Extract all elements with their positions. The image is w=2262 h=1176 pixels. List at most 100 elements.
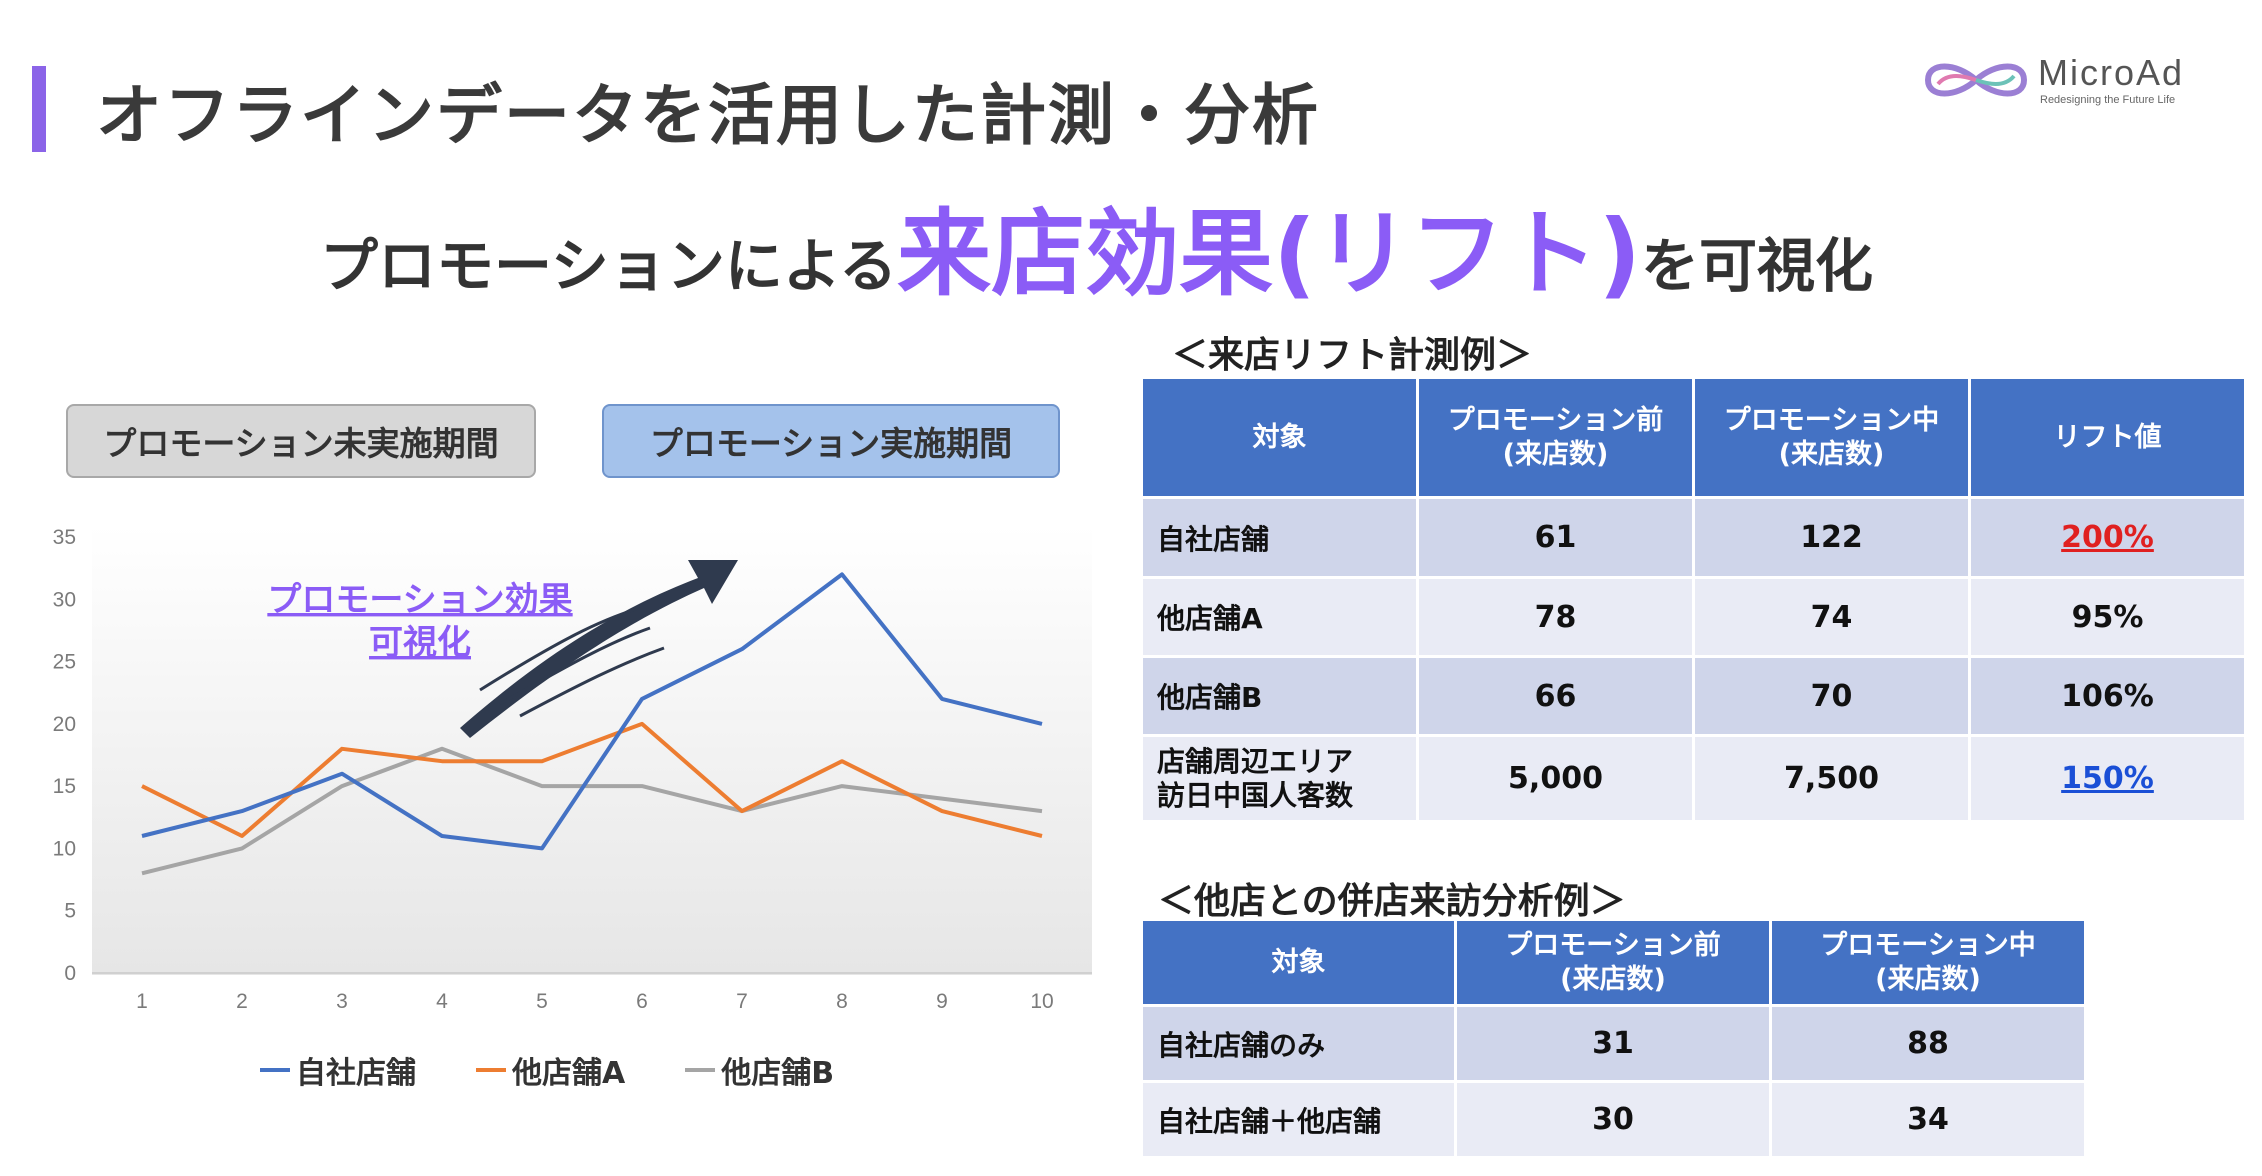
header-line: (来店数): [1778, 438, 1885, 470]
header-line: (来店数): [1502, 438, 1609, 470]
header-line: プロモーション中: [1820, 929, 2036, 961]
cross-header-before: プロモーション前 (来店数): [1454, 918, 1772, 1007]
title-accent-bar: [32, 66, 46, 152]
plot-background: [92, 525, 1092, 975]
legend-swatch-icon: [476, 1068, 506, 1072]
lift-value[interactable]: 200%: [2061, 520, 2154, 555]
table-row: 他店舗B 66 70 106%: [1140, 655, 2247, 737]
table-row: 他店舗A 78 74 95%: [1140, 576, 2247, 658]
cross-visit-table: 対象 プロモーション前 (来店数) プロモーション中 (来店数) 自社店舗のみ 31…: [1140, 918, 2087, 1159]
x-tick-label: 8: [836, 990, 848, 1013]
header-line: プロモーション中: [1723, 404, 1940, 436]
lift-value: 95%: [1968, 576, 2247, 658]
row-label-line: 訪日中国人客数: [1157, 778, 1354, 812]
row-label: 自社店舗＋他店舗: [1140, 1080, 1457, 1159]
before-value: 61: [1416, 496, 1695, 579]
promotion-effect-arrow-icon: [460, 560, 738, 738]
table-row: 自社店舗のみ 31 88: [1140, 1004, 2087, 1083]
headline-part1: プロモーションによる: [320, 232, 898, 300]
header-line: プロモーション前: [1447, 404, 1664, 436]
legend-label: 他店舗A: [512, 1056, 626, 1091]
y-tick-label: 10: [53, 837, 76, 860]
row-label: 他店舗B: [1140, 655, 1419, 737]
y-tick-label: 5: [64, 900, 76, 923]
x-tick-label: 9: [936, 990, 948, 1013]
chart-legend: 自社店舗 他店舗A 他店舗B: [260, 1048, 834, 1092]
page-title: オフラインデータを活用した計測・分析: [96, 77, 1320, 154]
logo-tagline: Redesigning the Future Life: [2040, 94, 2176, 106]
before-value: 66: [1416, 655, 1695, 737]
header-line: (来店数): [1560, 963, 1666, 995]
motion-line: [499, 626, 651, 706]
x-tick-label: 1: [136, 990, 148, 1013]
cross-table-title: ＜他店との併店来訪分析例＞: [1158, 881, 1626, 922]
series-line-3: [141, 746, 1043, 876]
period-before-box: プロモーション未実施期間: [66, 404, 536, 478]
during-value: 74: [1692, 576, 1971, 658]
lift-value: 106%: [1968, 655, 2247, 737]
motion-line: [519, 646, 665, 718]
y-tick-label: 0: [64, 962, 76, 985]
annotation-line1: プロモーション効果: [267, 580, 572, 620]
x-tick-label: 7: [736, 990, 748, 1013]
legend-swatch-icon: [260, 1068, 290, 1072]
header-line: (来店数): [1875, 963, 1981, 995]
logo-infinity-icon: [1924, 63, 2028, 97]
lift-table-title: ＜来店リフト計測例＞: [1172, 335, 1533, 376]
x-tick-label: 10: [1030, 990, 1053, 1013]
lift-value-link[interactable]: 150%: [1968, 734, 2247, 823]
before-value: 31: [1454, 1004, 1772, 1083]
table-row: 店舗周辺エリア 訪日中国人客数 5,000 7,500 150%: [1140, 734, 2247, 823]
legend-item-store-a: 他店舗A: [476, 1048, 625, 1092]
x-tick-label: 5: [536, 990, 548, 1013]
series-line-1: [141, 572, 1043, 851]
row-label: 他店舗A: [1140, 576, 1419, 658]
during-value: 122: [1692, 496, 1971, 579]
motion-line: [479, 606, 641, 692]
microad-logo: MicroAd Redesigning the Future Life: [1918, 50, 2218, 110]
row-label: 自社店舗のみ: [1140, 1004, 1457, 1083]
y-tick-label: 30: [53, 588, 76, 611]
x-tick-label: 2: [236, 990, 248, 1013]
lift-value-link[interactable]: 200%: [1968, 496, 2247, 579]
lift-header-before: プロモーション前 (来店数): [1416, 376, 1695, 499]
cross-header-target: 対象: [1140, 918, 1457, 1007]
row-label: 自社店舗: [1140, 496, 1419, 579]
during-value: 34: [1769, 1080, 2087, 1159]
legend-item-store-b: 他店舗B: [685, 1048, 834, 1092]
y-tick-label: 35: [53, 526, 76, 549]
lift-value[interactable]: 150%: [2061, 761, 2154, 796]
header-line: プロモーション前: [1505, 929, 1721, 961]
headline-highlight: 来店効果(リフト): [897, 200, 1642, 309]
x-tick-label: 4: [436, 990, 448, 1013]
line-chart: 0 5 10 15 20 25 30 35 1 2 3 4 5 6 7 8 9 10 プロモーション効果 可視化: [0, 500, 1120, 1080]
row-label: 店舗周辺エリア 訪日中国人客数: [1140, 734, 1419, 823]
row-label-line: 店舗周辺エリア: [1157, 744, 1354, 778]
line-chart-svg: 0 5 10 15 20 25 30 35 1 2 3 4 5 6 7 8 9 10 プロモーション効果 可視化: [53, 525, 1092, 1013]
during-value: 88: [1769, 1004, 2087, 1083]
y-tick-label: 20: [53, 713, 76, 736]
before-value: 78: [1416, 576, 1695, 658]
legend-label: 自社店舗: [296, 1056, 416, 1091]
legend-label: 他店舗B: [721, 1056, 835, 1091]
period-during-box: プロモーション実施期間: [602, 404, 1060, 478]
headline-part2: を可視化: [1641, 232, 1874, 300]
table-row: 自社店舗＋他店舗 30 34: [1140, 1080, 2087, 1159]
logo-name: MicroAd: [2038, 52, 2185, 93]
lift-header-during: プロモーション中 (来店数): [1692, 376, 1971, 499]
legend-item-own-store: 自社店舗: [260, 1048, 416, 1092]
legend-swatch-icon: [685, 1068, 716, 1072]
during-value: 7,500: [1692, 734, 1971, 823]
x-tick-label: 6: [636, 990, 648, 1013]
y-tick-label: 15: [53, 775, 76, 798]
table-row: 自社店舗 61 122 200%: [1140, 496, 2247, 579]
x-tick-label: 3: [336, 990, 348, 1013]
lift-header-lift: リフト値: [1968, 376, 2247, 499]
lift-table: 対象 プロモーション前 (来店数) プロモーション中 (来店数) リフト値 自社店舗…: [1140, 376, 2247, 823]
before-value: 5,000: [1416, 734, 1695, 823]
during-value: 70: [1692, 655, 1971, 737]
before-value: 30: [1454, 1080, 1772, 1159]
lift-header-target: 対象: [1140, 376, 1419, 499]
cross-header-during: プロモーション中 (来店数): [1769, 918, 2087, 1007]
y-tick-label: 25: [53, 651, 76, 674]
